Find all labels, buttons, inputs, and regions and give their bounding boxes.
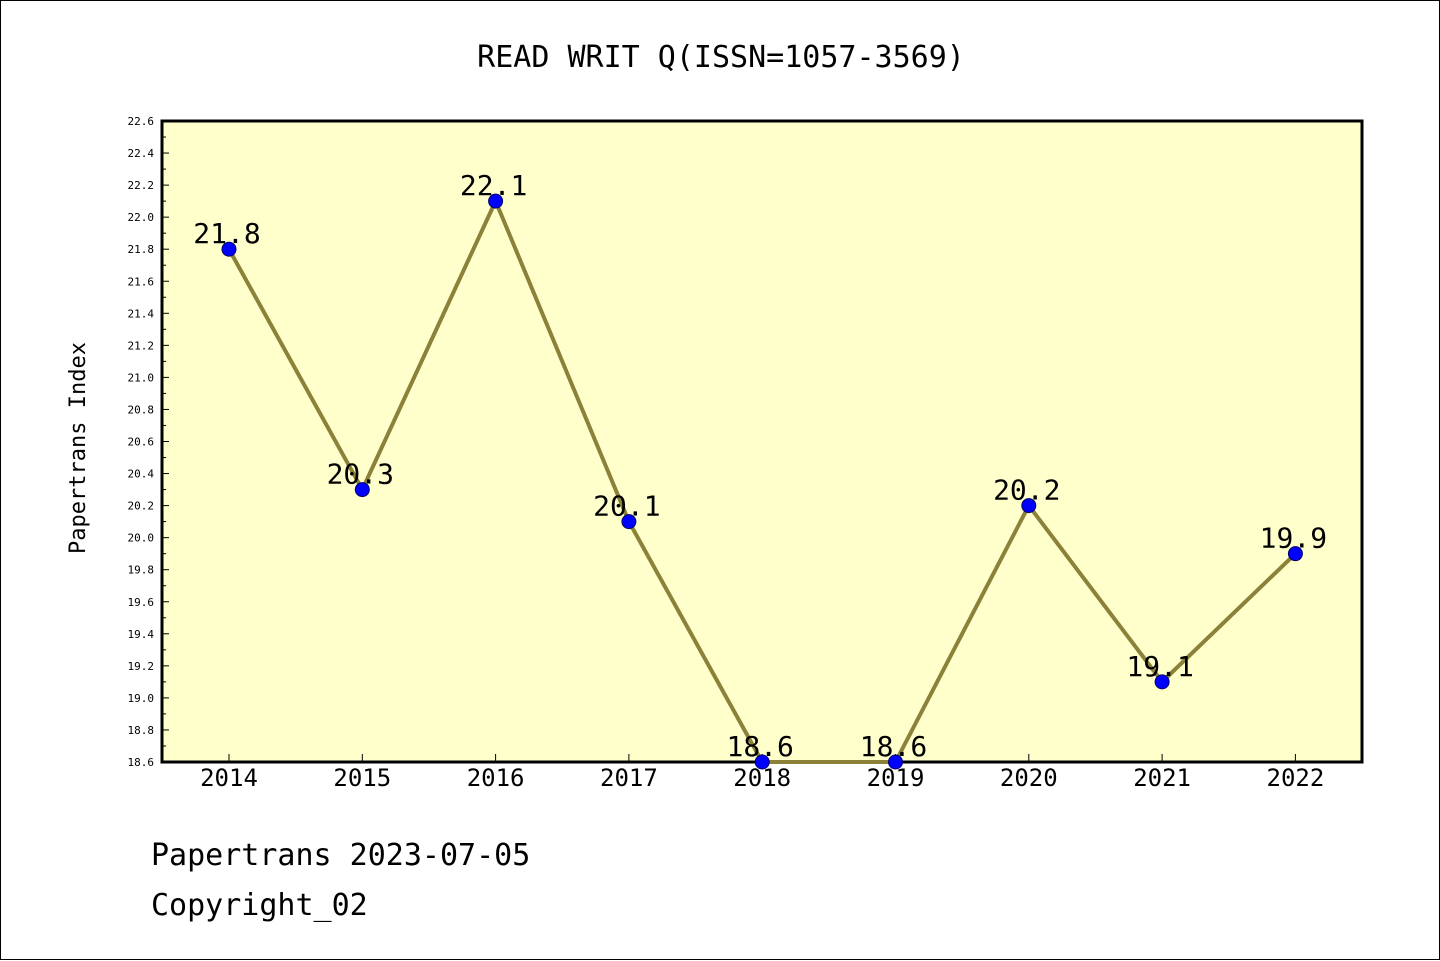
x-tick-label: 2020: [1000, 764, 1058, 792]
data-label: 19.9: [1260, 522, 1327, 555]
y-tick-label: 19.0: [128, 692, 155, 705]
footer-date: Papertrans 2023-07-05: [151, 838, 530, 873]
data-label: 20.2: [993, 474, 1060, 507]
data-label: 22.1: [460, 169, 527, 202]
y-tick-label: 19.6: [128, 596, 155, 609]
data-point: [488, 193, 504, 209]
data-point: [621, 514, 637, 530]
y-tick-label: 18.8: [128, 724, 155, 737]
data-point: [1021, 498, 1037, 514]
y-tick-label: 20.2: [128, 500, 155, 513]
y-tick-label: 22.4: [128, 147, 155, 160]
y-tick-label: 21.0: [128, 371, 155, 384]
x-tick-label: 2015: [333, 764, 391, 792]
y-tick-label: 20.0: [128, 532, 155, 545]
data-label: 18.6: [860, 730, 927, 763]
y-tick-label: 22.6: [128, 115, 155, 128]
y-tick-label: 21.8: [128, 243, 155, 256]
data-markers: [221, 193, 1303, 770]
data-point: [754, 754, 770, 770]
x-tick-label: 2022: [1267, 764, 1325, 792]
x-axis: 2014 2015 2016 2017 2018 2019 2020 2021 2022: [200, 754, 1324, 792]
y-tick-label: 20.8: [128, 403, 155, 416]
data-point: [888, 754, 903, 770]
data-point: [221, 241, 237, 257]
data-point: [1154, 674, 1170, 690]
y-tick-label: 20.4: [128, 468, 155, 481]
data-label: 19.1: [1126, 650, 1193, 683]
x-tick-label: 2017: [600, 764, 658, 792]
y-tick-label: 20.6: [128, 436, 155, 449]
data-label: 20.3: [327, 458, 394, 491]
data-label: 21.8: [193, 217, 260, 250]
y-tick-label: 19.4: [128, 628, 155, 641]
data-point: [1287, 546, 1303, 562]
y-tick-label: 21.2: [128, 339, 155, 352]
data-point: [354, 482, 370, 498]
data-labels: 21.8 20.3 22.1 20.1 18.6 18.6 20.2 19.1 19.9: [193, 169, 1327, 763]
y-axis: 18.6 18.8 19.0 19.2 19.4 19.6 19.8 20.0 20.2 20.4…: [128, 115, 169, 769]
y-axis-label: Papertrans Index: [66, 342, 91, 554]
y-tick-label: 18.6: [128, 756, 155, 769]
x-tick-label: 2021: [1133, 764, 1191, 792]
footer-copyright: Copyright_02: [151, 888, 368, 923]
data-label: 18.6: [726, 730, 793, 763]
y-tick-label: 22.0: [128, 211, 155, 224]
y-tick-label: 22.2: [128, 179, 155, 192]
y-tick-label: 19.2: [128, 660, 155, 673]
x-tick-label: 2016: [467, 764, 525, 792]
plot-area: [160, 119, 1364, 764]
data-label: 20.1: [593, 490, 660, 523]
y-tick-label: 21.6: [128, 275, 155, 288]
chart-title: READ WRIT Q(ISSN=1057-3569): [477, 40, 965, 75]
y-tick-label: 19.8: [128, 564, 155, 577]
x-tick-label: 2014: [200, 764, 258, 792]
y-tick-label: 21.4: [128, 307, 155, 320]
